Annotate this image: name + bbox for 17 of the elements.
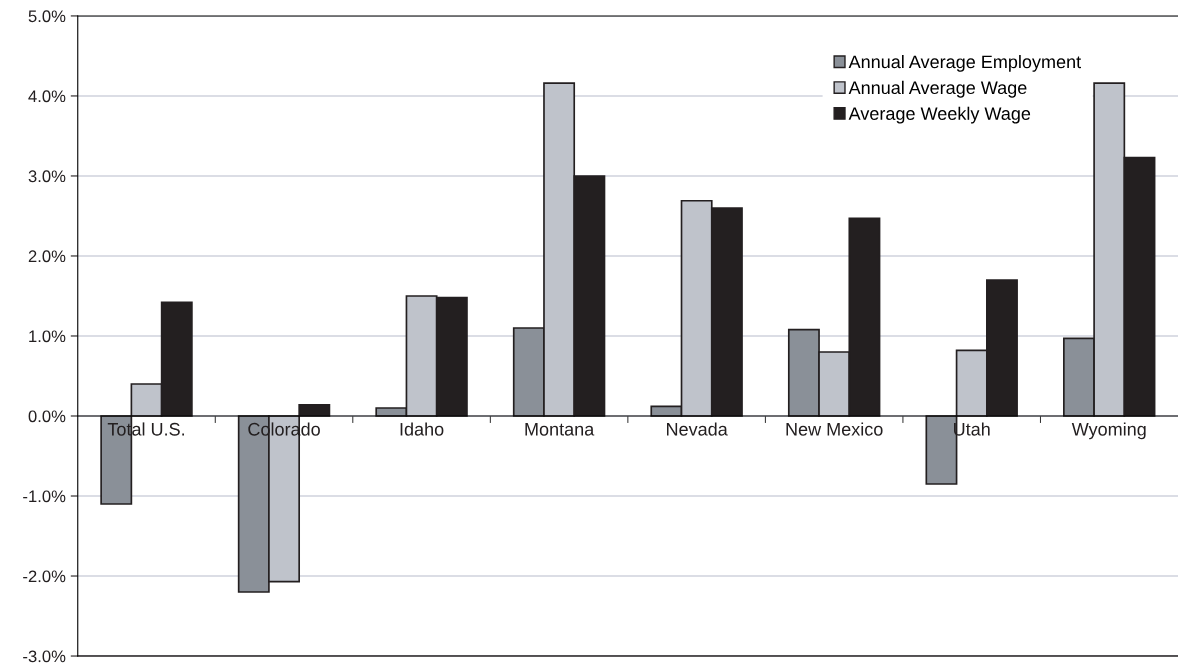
y-tick-label: -1.0% [23, 490, 66, 503]
y-tick-label: 2.0% [28, 250, 66, 263]
legend-label: Annual Average Wage [848, 80, 1027, 98]
legend-label: Average Weekly Wage [848, 106, 1031, 124]
y-tick-label: -2.0% [23, 570, 66, 583]
x-tick-label: Nevada [667, 422, 728, 436]
x-tick-label: Wyoming [1071, 422, 1146, 440]
y-tick-label: -3.0% [23, 650, 66, 663]
y-tick-label: 0.0% [28, 410, 66, 423]
y-tick-label: 3.0% [28, 170, 66, 183]
y-tick-label: 5.0% [28, 10, 66, 23]
x-tick-label: New Mexico [786, 422, 883, 436]
y-tick-label: 4.0% [28, 90, 66, 103]
x-tick-label: Montana [525, 423, 595, 436]
x-tick-label: Idaho [400, 422, 444, 436]
legend-label: Annual Average Employment [848, 55, 1081, 72]
y-tick-label: 1.0% [29, 330, 66, 343]
